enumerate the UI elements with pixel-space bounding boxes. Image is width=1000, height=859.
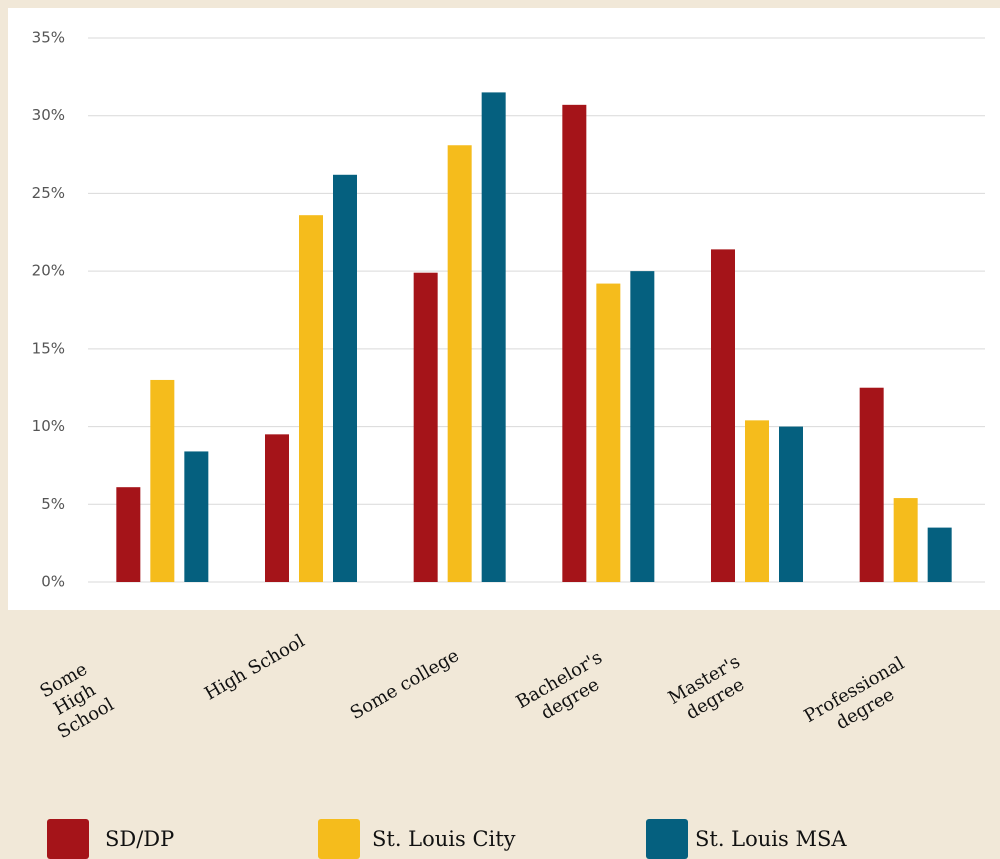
chart: 0% 5% 10% 15% 20% 25% 30% 35% <box>32 29 985 591</box>
bar <box>630 271 655 582</box>
bar <box>859 387 884 582</box>
bar <box>779 426 803 582</box>
y-tick-label: 30% <box>32 106 65 124</box>
bar <box>927 527 952 582</box>
bar <box>116 487 141 582</box>
x-tick-label: Bachelor's degree <box>512 647 606 725</box>
legend-swatch <box>318 819 360 859</box>
y-tick-label: 10% <box>32 417 65 435</box>
y-tick-label: 5% <box>41 495 65 513</box>
y-tick-label: 25% <box>32 184 65 202</box>
legend-label: St. Louis City <box>372 827 516 851</box>
legend-label: SD/DP <box>105 827 175 851</box>
bar <box>150 379 175 582</box>
legend-swatch <box>646 819 688 859</box>
bar <box>299 215 323 582</box>
bar <box>562 104 587 582</box>
bar <box>481 92 506 583</box>
bar <box>333 174 357 582</box>
x-tick-label: Master's degree <box>664 651 749 725</box>
bar <box>893 498 918 582</box>
y-tick-label: 20% <box>32 262 65 280</box>
legend-label: St. Louis MSA <box>695 827 847 851</box>
bar <box>413 272 438 582</box>
legend-swatch <box>47 819 89 859</box>
x-tick-label: Some High School <box>36 658 118 744</box>
y-tick-label: 35% <box>32 29 65 47</box>
bar <box>745 420 769 582</box>
bar <box>711 249 735 582</box>
bar <box>184 451 209 582</box>
x-tick-label: High School <box>201 630 309 705</box>
y-tick-label: 0% <box>41 573 65 591</box>
bar <box>265 434 289 582</box>
y-tick-label: 15% <box>32 339 65 357</box>
x-tick-label: Some college <box>346 645 463 725</box>
x-tick-label: Professional degree <box>800 652 909 735</box>
bar <box>596 283 621 582</box>
bar <box>447 145 472 582</box>
